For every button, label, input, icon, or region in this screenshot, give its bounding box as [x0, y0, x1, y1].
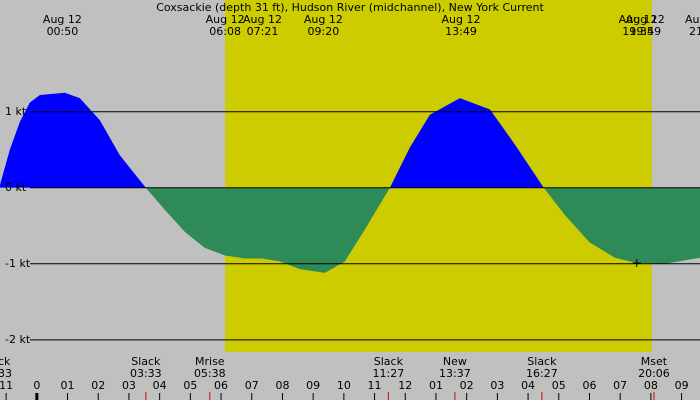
- x-tick-label: 06: [214, 379, 228, 392]
- top-date: Aug 12: [243, 13, 282, 26]
- x-tick-label: 09: [675, 379, 689, 392]
- event-time: 13:37: [439, 367, 471, 380]
- top-date: Aug 12: [619, 13, 658, 26]
- event-name: New: [443, 355, 467, 368]
- event-name: Slack: [527, 355, 557, 368]
- x-tick-label: 04: [153, 379, 167, 392]
- ebb-area: [145, 187, 700, 273]
- top-time: 06:08: [209, 25, 241, 38]
- top-date: Aug: [685, 13, 700, 26]
- flood-area: [0, 92, 700, 188]
- event-time: 05:38: [194, 367, 226, 380]
- x-tick-label: 03: [122, 379, 136, 392]
- x-tick-label: 12: [398, 379, 412, 392]
- y-tick-label: -2 kt: [5, 333, 31, 346]
- top-time: 00:50: [47, 25, 79, 38]
- y-tick-label: -1 kt: [5, 257, 31, 270]
- top-time: 09:20: [308, 25, 340, 38]
- top-time: 13:49: [445, 25, 477, 38]
- x-tick-label: 07: [613, 379, 627, 392]
- x-tick-label: 05: [183, 379, 197, 392]
- x-tick-label: 03: [490, 379, 504, 392]
- event-time: 20:06: [638, 367, 670, 380]
- x-tick-label: 01: [61, 379, 75, 392]
- x-tick-label: 08: [275, 379, 289, 392]
- x-tick-label: 01: [429, 379, 443, 392]
- event-time: 33: [0, 367, 12, 380]
- top-date: Aug 12: [626, 13, 665, 26]
- event-time: 16:27: [526, 367, 558, 380]
- chart-title: Coxsackie (depth 31 ft), Hudson River (m…: [156, 1, 544, 14]
- x-tick-label: 05: [552, 379, 566, 392]
- top-date: Aug 12: [206, 13, 245, 26]
- event-name: Mset: [641, 355, 668, 368]
- x-tick-label: 06: [582, 379, 596, 392]
- y-tick-label: 0 kt: [5, 181, 27, 194]
- x-tick-label: 08: [644, 379, 658, 392]
- x-tick-label: 09: [306, 379, 320, 392]
- x-tick-label: 0: [33, 379, 40, 392]
- event-name: Slack: [131, 355, 161, 368]
- top-time: 21: [689, 25, 700, 38]
- top-time: 19:35: [622, 25, 654, 38]
- x-tick-label: 07: [245, 379, 259, 392]
- x-tick-label: 02: [460, 379, 474, 392]
- x-tick-label: 11: [368, 379, 382, 392]
- top-time: 07:21: [247, 25, 279, 38]
- top-time: 19:49: [629, 25, 661, 38]
- event-time: 03:33: [130, 367, 162, 380]
- x-tick-label: 04: [521, 379, 535, 392]
- x-tick-label: 11: [0, 379, 13, 392]
- y-tick-label: 1 kt: [5, 105, 27, 118]
- event-name: Mrise: [195, 355, 225, 368]
- event-time: 11:27: [373, 367, 405, 380]
- event-name: Slack: [374, 355, 404, 368]
- top-date: Aug 12: [442, 13, 481, 26]
- x-tick-label: 10: [337, 379, 351, 392]
- current-marker: [632, 259, 641, 268]
- x-tick-label: 02: [91, 379, 105, 392]
- top-date: Aug 12: [43, 13, 82, 26]
- top-date: Aug 12: [304, 13, 343, 26]
- event-name: ck: [0, 355, 11, 368]
